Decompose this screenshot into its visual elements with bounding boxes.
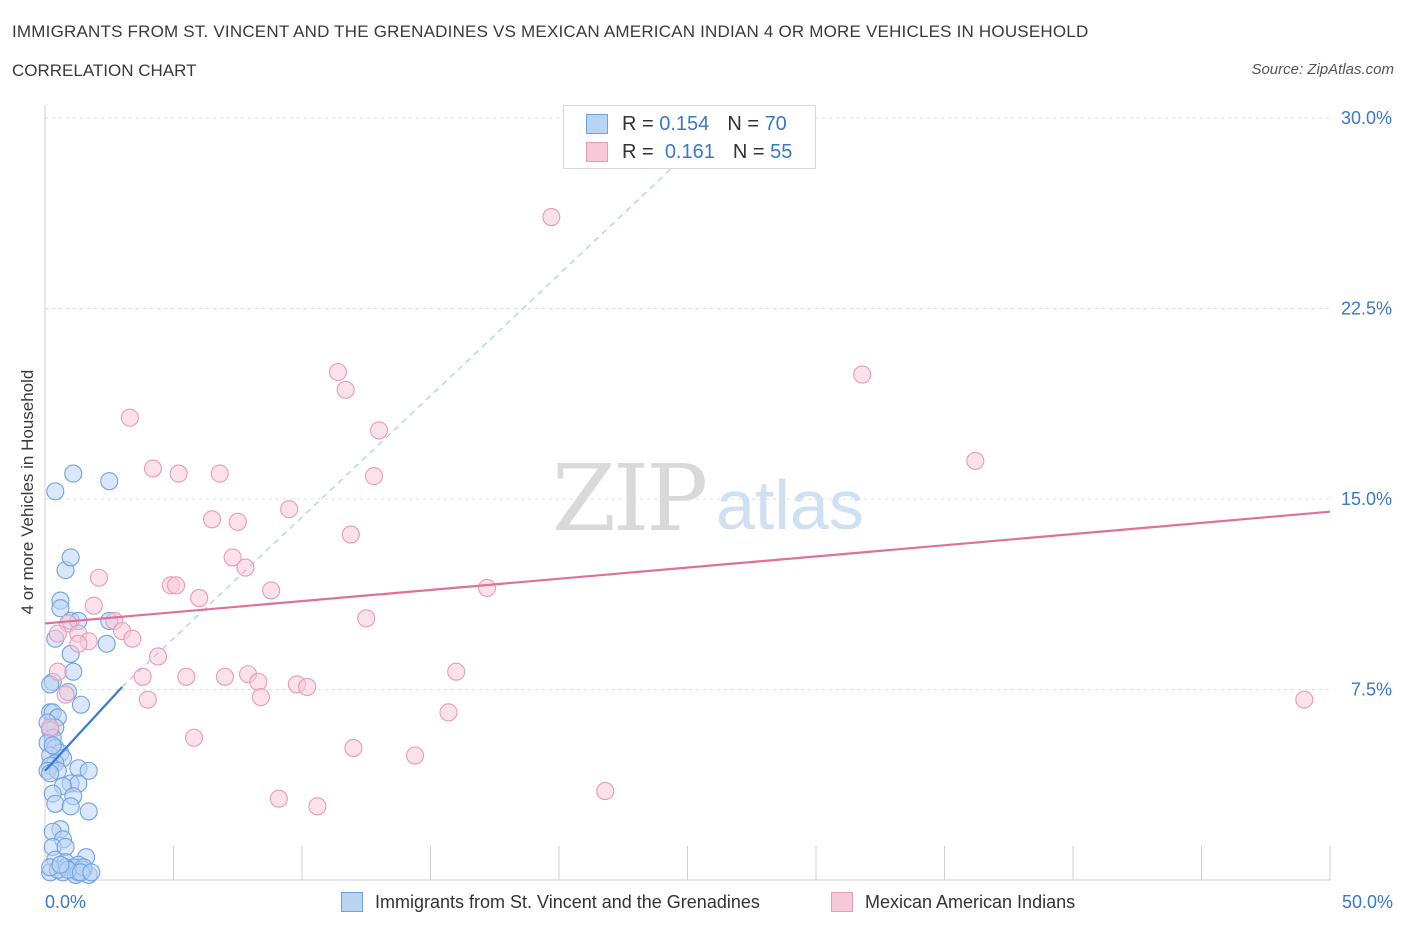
data-point-pink (596, 782, 615, 801)
data-point-pink (269, 789, 288, 808)
bottom-legend-swatch-pink (831, 892, 853, 912)
data-point-pink (41, 718, 60, 737)
data-point-pink (542, 208, 561, 227)
data-point-blue (97, 634, 116, 653)
data-point-pink (328, 362, 348, 382)
data-point-pink (251, 688, 270, 707)
data-point-pink (149, 647, 168, 666)
data-point-pink (123, 629, 142, 648)
bottom-legend-swatch-blue (341, 892, 363, 912)
data-point-blue (41, 764, 60, 783)
data-point-blue (64, 662, 83, 681)
trend-line-dashed-blue (121, 145, 696, 688)
data-point-pink (280, 500, 299, 519)
data-point-blue (64, 464, 83, 483)
legend-r-label: R = (622, 112, 654, 135)
data-point-pink (236, 558, 255, 577)
bottom-legend-series2: Mexican American Indians (831, 890, 1075, 914)
data-point-pink (143, 459, 162, 478)
chart-subtitle: CORRELATION CHART (12, 61, 197, 80)
data-point-blue (46, 794, 65, 813)
data-point-pink (344, 738, 363, 757)
data-point-pink (439, 703, 458, 722)
data-point-pink (370, 421, 389, 440)
data-point-pink (215, 667, 234, 686)
legend-r-value-series2: 0.161 (664, 140, 715, 163)
data-point-pink (48, 624, 67, 643)
data-point-pink (357, 609, 376, 628)
data-point-pink (203, 510, 222, 529)
data-point-pink (364, 467, 384, 486)
data-point-pink (966, 451, 985, 470)
data-point-pink (447, 662, 466, 681)
data-point-pink (56, 685, 75, 704)
data-point-blue (79, 761, 98, 780)
y-axis-label: 4 or more Vehicles in Household (18, 369, 37, 615)
data-point-blue (71, 695, 91, 714)
data-point-pink (120, 408, 139, 427)
y-tick-label: 22.5% (1341, 299, 1392, 319)
data-point-blue (61, 548, 80, 567)
data-point-blue (46, 482, 65, 501)
x-tick-label-min: 0.0% (45, 892, 86, 912)
data-point-pink (69, 634, 88, 653)
data-point-pink (84, 596, 103, 615)
data-point-pink (223, 548, 242, 567)
data-point-pink (167, 576, 186, 595)
data-point-blue (43, 736, 62, 755)
data-point-pink (177, 667, 196, 686)
data-point-pink (262, 581, 281, 600)
data-point-pink (133, 667, 152, 686)
data-point-pink (1295, 690, 1314, 709)
data-point-pink (477, 578, 497, 597)
bottom-legend-series1: Immigrants from St. Vincent and the Gren… (341, 890, 760, 914)
legend-n-value-series2: 55 (770, 140, 793, 163)
legend-row-series1: R = 0.154 N = 70 (586, 112, 787, 136)
legend-n-label: N = (732, 140, 765, 163)
chart-title: IMMIGRANTS FROM ST. VINCENT AND THE GREN… (12, 22, 1089, 41)
data-point-pink (138, 690, 157, 709)
data-point-blue (79, 802, 98, 821)
legend-r-value-series1: 0.154 (659, 112, 710, 135)
legend-row-series2: R = 0.161 N = 55 (586, 140, 792, 164)
trend-line-blue (44, 686, 123, 772)
data-point-blue (100, 472, 119, 491)
data-point-pink (89, 568, 109, 587)
data-point-pink (308, 797, 327, 816)
bottom-legend-label-series1: Immigrants from St. Vincent and the Gren… (375, 891, 760, 912)
data-point-pink (341, 525, 360, 544)
y-tick-label: 15.0% (1341, 489, 1392, 509)
data-point-pink (298, 677, 317, 697)
watermark-zip: ZIP (552, 445, 708, 552)
watermark-atlas: atlas (716, 466, 864, 544)
data-point-pink (210, 464, 229, 483)
data-point-blue (51, 855, 70, 874)
legend-n-label: N = (727, 112, 759, 135)
data-point-pink (190, 589, 209, 608)
data-point-pink (336, 380, 355, 399)
data-point-blue (82, 863, 101, 882)
data-point-pink (185, 728, 204, 747)
y-tick-label: 7.5% (1351, 680, 1392, 700)
legend-swatch-blue (586, 114, 608, 134)
data-point-blue (61, 797, 80, 816)
legend-n-value-series1: 70 (764, 112, 787, 135)
trend-line-pink (44, 510, 1331, 625)
y-tick-label: 30.0% (1341, 108, 1392, 128)
data-point-pink (48, 662, 67, 681)
data-point-pink (406, 746, 425, 765)
legend-r-label: R = (622, 140, 654, 163)
data-point-blue (51, 599, 70, 618)
source-credit: Source: ZipAtlas.com (1251, 61, 1394, 78)
data-point-pink (249, 672, 268, 691)
data-point-pink (228, 512, 247, 531)
data-point-pink (853, 365, 872, 384)
stats-legend: R = 0.154 N = 70 R = 0.161 N = 55 (563, 105, 816, 169)
data-point-pink (169, 464, 188, 483)
legend-swatch-pink (586, 142, 608, 162)
bottom-legend-label-series2: Mexican American Indians (865, 891, 1076, 912)
x-tick-label-max: 50.0% (1342, 892, 1393, 912)
